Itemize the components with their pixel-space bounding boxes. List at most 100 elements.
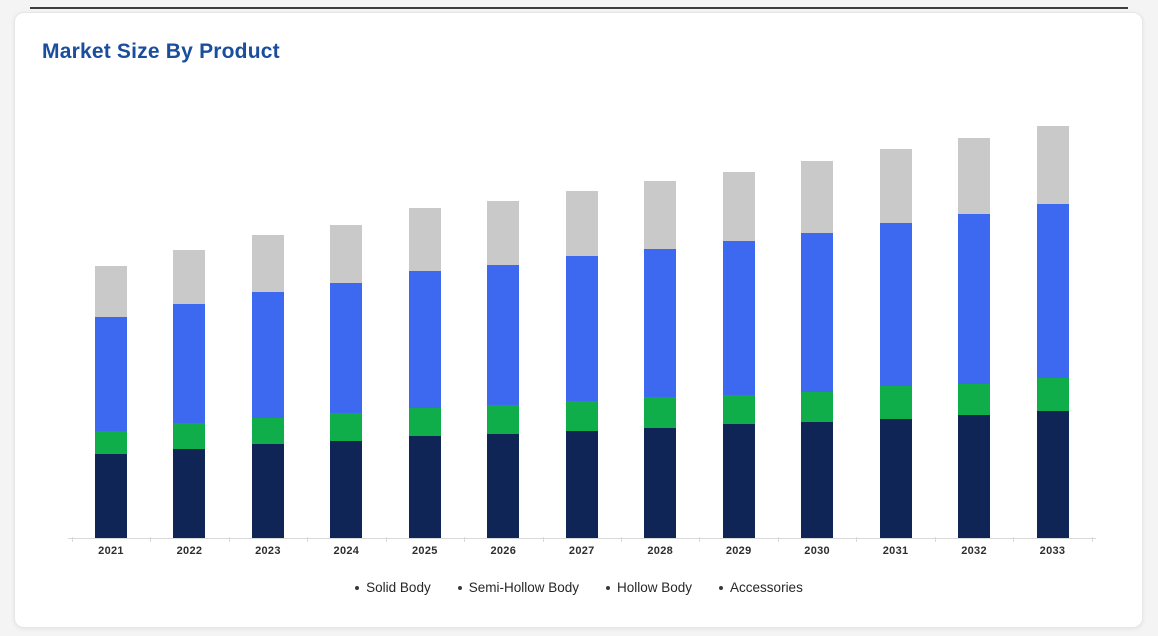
bar-segment-hollow-body[interactable] (801, 233, 834, 392)
x-axis-label: 2031 (882, 545, 909, 557)
x-axis-tick (307, 537, 309, 542)
x-axis-label: 2027 (568, 545, 595, 557)
chart-title: Market Size By Product (42, 40, 280, 63)
x-axis-label: 2026 (490, 545, 517, 557)
bar-segment-semi-hollow-body[interactable] (487, 405, 520, 434)
bar-segment-solid-body[interactable] (173, 449, 206, 538)
x-axis-tick (699, 537, 701, 542)
bar-segment-hollow-body[interactable] (879, 223, 912, 386)
x-axis-tick (1091, 537, 1093, 542)
bar-segment-solid-body[interactable] (958, 415, 991, 538)
bar-segment-accessories[interactable] (173, 250, 206, 304)
legend-item-semi-hollow-body[interactable]: Semi-Hollow Body (457, 580, 579, 595)
x-axis-tick (464, 537, 466, 542)
bar-segment-solid-body[interactable] (95, 454, 127, 538)
bar-segment-solid-body[interactable] (330, 441, 363, 538)
bar-segment-semi-hollow-body[interactable] (251, 418, 284, 444)
bar-2029[interactable] (722, 172, 755, 538)
bar-segment-accessories[interactable] (801, 161, 834, 233)
bar-2030[interactable] (801, 161, 834, 538)
bar-segment-semi-hollow-body[interactable] (722, 395, 755, 424)
bar-segment-hollow-body[interactable] (173, 304, 206, 423)
x-axis-tick (934, 537, 936, 542)
bar-segment-solid-body[interactable] (1036, 411, 1069, 538)
bar-segment-accessories[interactable] (722, 172, 755, 241)
bar-2022[interactable] (173, 250, 206, 538)
bar-2033[interactable] (1036, 126, 1069, 538)
bar-segment-hollow-body[interactable] (1036, 204, 1069, 378)
bar-segment-hollow-body[interactable] (251, 292, 284, 418)
bar-2026[interactable] (487, 201, 520, 538)
x-axis-tick (620, 537, 622, 542)
bar-segment-solid-body[interactable] (722, 424, 755, 538)
bar-segment-accessories[interactable] (565, 191, 598, 256)
bar-segment-accessories[interactable] (95, 266, 127, 317)
bar-2023[interactable] (251, 235, 284, 538)
bar-segment-hollow-body[interactable] (644, 249, 677, 397)
bar-segment-semi-hollow-body[interactable] (565, 401, 598, 431)
bar-segment-solid-body[interactable] (801, 422, 834, 538)
bar-2028[interactable] (644, 181, 677, 538)
x-axis-label: 2023 (255, 545, 281, 557)
bar-segment-semi-hollow-body[interactable] (330, 413, 363, 441)
bar-2031[interactable] (879, 149, 912, 538)
bar-segment-solid-body[interactable] (251, 444, 284, 538)
bar-segment-hollow-body[interactable] (722, 241, 755, 395)
x-axis-label: 2033 (1039, 545, 1066, 557)
legend-dot-icon (719, 585, 724, 590)
bar-segment-hollow-body[interactable] (958, 214, 991, 384)
x-axis-tick (385, 537, 387, 542)
bar-2021[interactable] (95, 266, 127, 538)
bar-segment-accessories[interactable] (408, 208, 441, 271)
bar-segment-hollow-body[interactable] (330, 283, 363, 413)
x-axis-label: 2021 (98, 545, 124, 557)
bar-segment-solid-body[interactable] (879, 419, 912, 538)
bar-segment-accessories[interactable] (251, 235, 284, 292)
x-axis-label: 2024 (333, 545, 360, 557)
bar-segment-semi-hollow-body[interactable] (173, 423, 206, 449)
bar-segment-hollow-body[interactable] (95, 317, 127, 431)
bar-2025[interactable] (408, 208, 441, 538)
x-axis-label: 2022 (176, 545, 203, 557)
bar-segment-semi-hollow-body[interactable] (958, 384, 991, 415)
bar-segment-accessories[interactable] (958, 138, 991, 214)
bar-segment-accessories[interactable] (644, 181, 677, 249)
x-axis-tick (71, 537, 73, 542)
x-axis-line (68, 538, 1096, 539)
bar-segment-semi-hollow-body[interactable] (1036, 378, 1069, 411)
bar-segment-solid-body[interactable] (408, 436, 441, 538)
bar-2027[interactable] (565, 191, 598, 538)
bar-segment-solid-body[interactable] (644, 428, 677, 538)
bar-segment-accessories[interactable] (879, 149, 912, 223)
x-axis-label: 2029 (725, 545, 752, 557)
legend-item-label: Hollow Body (617, 580, 693, 595)
legend-item-label: Solid Body (366, 580, 431, 595)
bar-segment-semi-hollow-body[interactable] (644, 397, 677, 428)
x-axis-label: 2025 (411, 545, 438, 557)
legend-item-solid-body[interactable]: Solid Body (355, 580, 431, 595)
bar-segment-accessories[interactable] (330, 225, 363, 283)
x-axis-tick (777, 537, 779, 542)
legend-item-hollow-body[interactable]: Hollow Body (606, 580, 692, 595)
bar-segment-solid-body[interactable] (487, 434, 520, 538)
bar-segment-semi-hollow-body[interactable] (95, 431, 127, 454)
bar-segment-semi-hollow-body[interactable] (408, 408, 441, 436)
bar-2024[interactable] (330, 225, 363, 538)
bar-2032[interactable] (958, 138, 991, 538)
x-axis-label: 2032 (961, 545, 987, 557)
x-axis-tick (150, 537, 152, 542)
bar-segment-solid-body[interactable] (565, 431, 598, 538)
bar-segment-hollow-body[interactable] (487, 265, 520, 405)
bar-segment-hollow-body[interactable] (565, 256, 598, 401)
bar-segment-hollow-body[interactable] (408, 271, 441, 408)
x-axis-tick (1013, 537, 1015, 542)
top-border-line (30, 7, 1128, 9)
bar-segment-semi-hollow-body[interactable] (801, 392, 834, 422)
bar-segment-accessories[interactable] (1036, 126, 1069, 204)
bar-segment-semi-hollow-body[interactable] (879, 386, 912, 419)
legend-item-label: Accessories (730, 580, 803, 595)
legend-item-label: Semi-Hollow Body (468, 580, 579, 595)
bar-segment-accessories[interactable] (487, 201, 520, 265)
legend-item-accessories[interactable]: Accessories (719, 580, 803, 595)
